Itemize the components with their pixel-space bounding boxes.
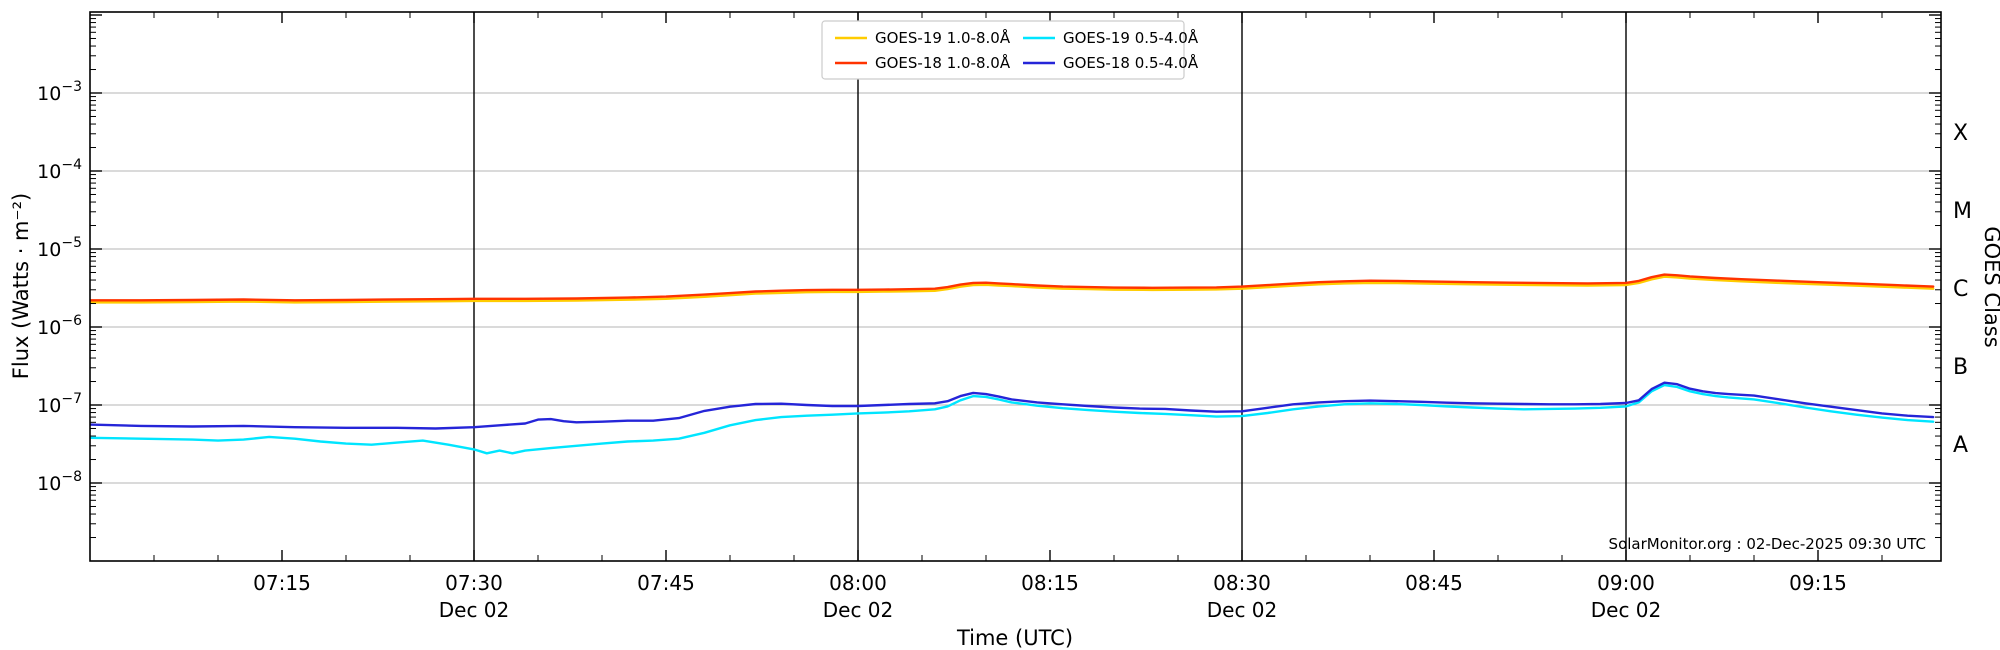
legend-entry-label: GOES-18 0.5-4.0Å: [1063, 53, 1199, 72]
labels-layer: Flux (Watts · m⁻²) GOES Class Time (UTC)…: [9, 193, 2000, 650]
x-tick-label: 08:15: [1021, 571, 1079, 595]
goes-class-letter: M: [1953, 199, 1972, 224]
y-tick-label: 10−8: [37, 469, 82, 495]
x-tick-label: 09:15: [1789, 571, 1847, 595]
x-tick-label: 07:45: [637, 571, 695, 595]
series-line: [90, 273, 1935, 302]
x-tick-label: 09:00: [1597, 571, 1655, 595]
y-tick-label: 10−5: [37, 235, 82, 261]
y-tick-label: 10−3: [37, 79, 82, 105]
grid-layer: [90, 12, 1941, 561]
x-tick-date-sublabel: Dec 02: [1591, 598, 1662, 622]
x-tick-label: 08:45: [1405, 571, 1463, 595]
goes-class-letter: B: [1953, 355, 1968, 380]
y-axis-label: Flux (Watts · m⁻²): [9, 193, 33, 379]
legend-box: [821, 20, 1185, 80]
axes-layer: 07:15 07:30 Dec 02 07:45 08:00 Dec 02 08:15 08:…: [37, 11, 1972, 622]
watermark-text: SolarMonitor.org : 02-Dec-2025 09:30 UTC: [1609, 535, 1926, 553]
legend-entry-label: GOES-19 0.5-4.0Å: [1063, 28, 1199, 47]
x-tick-date-sublabel: Dec 02: [439, 598, 510, 622]
goes-class-letter: C: [1953, 277, 1968, 302]
plot-frame: [89, 11, 1942, 562]
y-tick-label: 10−7: [37, 391, 82, 417]
legend-entry-label: GOES-18 1.0-8.0Å: [875, 53, 1011, 72]
x-axis-label: Time (UTC): [956, 626, 1073, 650]
x-tick-label: 08:30: [1213, 571, 1271, 595]
x-tick-label: 08:00: [829, 571, 887, 595]
goes-class-letter: A: [1953, 433, 1968, 458]
y-axis-right-label: GOES Class: [1980, 226, 2000, 347]
y-tick-label: 10−4: [37, 157, 82, 183]
series-line: [90, 381, 1935, 430]
series-line: [90, 383, 1935, 455]
legend-entry-label: GOES-19 1.0-8.0Å: [875, 28, 1011, 47]
series-layer: [90, 273, 1935, 455]
x-tick-date-sublabel: Dec 02: [1207, 598, 1278, 622]
x-tick-label: 07:15: [253, 571, 311, 595]
legend: GOES-19 1.0-8.0Å GOES-18 1.0-8.0Å GOES-19 …: [821, 20, 1199, 80]
x-tick-label: 07:30: [445, 571, 503, 595]
goes-class-letter: X: [1953, 121, 1968, 146]
y-tick-label: 10−6: [37, 313, 82, 339]
series-line: [90, 275, 1935, 304]
x-tick-date-sublabel: Dec 02: [823, 598, 894, 622]
